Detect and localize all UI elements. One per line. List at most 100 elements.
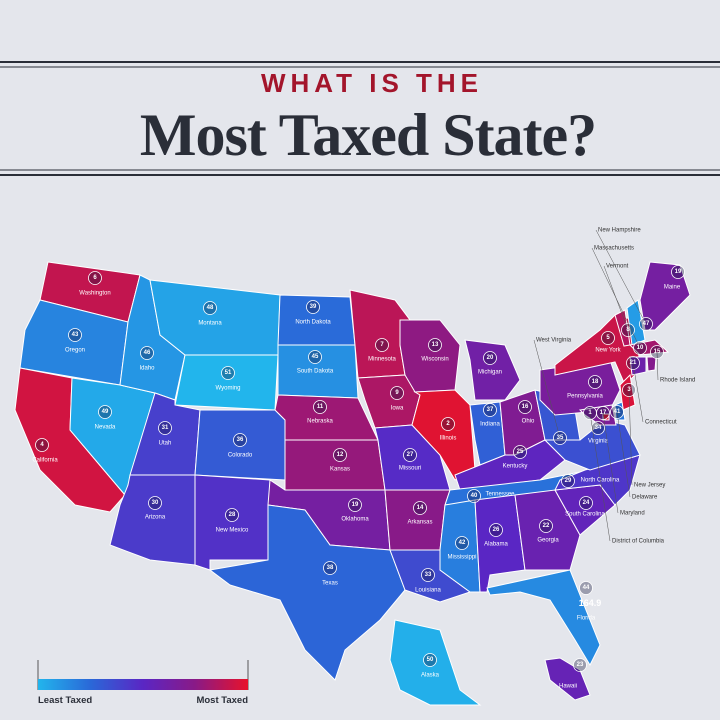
state-name: Maryland — [620, 511, 645, 517]
rank-badge — [650, 345, 664, 359]
rank-number: 21 — [630, 360, 637, 366]
rank-number: 12 — [337, 452, 344, 458]
rank-number: 13 — [432, 342, 439, 348]
rank-number: 50 — [427, 657, 434, 663]
state-name: Minnesota — [368, 357, 396, 363]
state-name: Utah — [159, 441, 172, 447]
rank-number: 2 — [446, 421, 450, 427]
rank-badge — [633, 341, 647, 355]
rank-number: 35 — [557, 435, 564, 441]
rank-number: 7 — [380, 342, 384, 348]
rank-number: 28 — [229, 512, 236, 518]
state-name: Tennessee — [485, 492, 515, 498]
leader-line — [589, 412, 611, 542]
rank-badge — [68, 328, 82, 342]
rank-number: 17 — [600, 410, 607, 416]
state-name: Wisconsin — [421, 357, 448, 363]
rank-badge — [489, 523, 503, 537]
state-shape — [544, 657, 591, 701]
state-shape — [639, 261, 691, 331]
rank-number: 8 — [626, 327, 630, 333]
state-name: Texas — [322, 581, 338, 587]
state-name: Virginia — [588, 439, 609, 445]
rank-number: 51 — [225, 370, 232, 376]
map: 6 Washington 43 Oregon 4 California 49 Nevada 46… — [14, 228, 695, 706]
kicker: WHAT IS THE — [261, 68, 483, 98]
leader-line — [628, 389, 633, 486]
state-name: Massachusetts — [594, 246, 634, 252]
state-name: New Jersey — [634, 483, 665, 489]
rank-badge — [610, 405, 624, 419]
state-name: Colorado — [228, 453, 253, 459]
rank-badge — [333, 448, 347, 462]
state-name: California — [32, 458, 58, 464]
rank-number: 47 — [643, 321, 650, 327]
rank-badge — [591, 421, 605, 435]
state-shape — [628, 339, 670, 356]
rank-badge — [518, 400, 532, 414]
rank-badge — [579, 496, 593, 510]
leader-line — [656, 351, 659, 381]
state-name: Florida — [577, 616, 596, 622]
rank-number: 40 — [471, 493, 478, 499]
state-name: South Carolina — [565, 512, 605, 518]
state-name: Connecticut — [645, 420, 677, 426]
rank-number: 25 — [517, 449, 524, 455]
leader-line — [602, 412, 619, 514]
rank-number: 33 — [425, 572, 432, 578]
rank-number: 9 — [395, 390, 399, 396]
state-name: Michigan — [478, 370, 502, 376]
state-name: Georgia — [537, 538, 559, 544]
rank-number: 24 — [583, 500, 590, 506]
state-name: Idaho — [139, 366, 155, 372]
state-name: Iowa — [391, 406, 404, 412]
rank-number: 18 — [592, 379, 599, 385]
rank-number: 10 — [637, 345, 644, 351]
rank-number: 14 — [417, 505, 424, 511]
rank-number: 31 — [162, 425, 169, 431]
state-name: Hawaii — [559, 684, 577, 690]
state-name: New Mexico — [216, 528, 249, 534]
state-name: Alaska — [421, 673, 440, 679]
state-name: Oregon — [65, 348, 85, 354]
state-name: Kansas — [330, 467, 350, 473]
rank-badge — [313, 400, 327, 414]
rank-number: 3 — [627, 387, 631, 393]
rank-badge — [98, 405, 112, 419]
rank-badge — [539, 519, 553, 533]
rank-badge — [483, 351, 497, 365]
state-shape — [514, 489, 581, 571]
rank-badge — [553, 431, 567, 445]
rank-number: 39 — [310, 304, 317, 310]
state-shape — [174, 354, 279, 411]
rank-number: 48 — [207, 305, 214, 311]
rank-badge — [140, 346, 154, 360]
leader-line — [533, 339, 561, 439]
rank-number: 36 — [237, 437, 244, 443]
rank-badge — [375, 338, 389, 352]
rank-number: 49 — [102, 409, 109, 415]
rank-number: 45 — [312, 354, 319, 360]
rank-badge — [148, 496, 162, 510]
rank-badge — [413, 501, 427, 515]
rank-number: 15 — [654, 349, 661, 355]
rank-badge — [421, 568, 435, 582]
rank-number: 38 — [327, 565, 334, 571]
rank-badge — [323, 561, 337, 575]
rank-badge — [233, 433, 247, 447]
state-name: Illinois — [440, 436, 457, 442]
state-name: District of Columbia — [612, 539, 665, 545]
state-name: Maine — [664, 285, 681, 291]
rank-badge — [203, 301, 217, 315]
leader-line — [591, 247, 641, 349]
state-name: Washington — [79, 291, 110, 297]
rank-number: 46 — [144, 350, 151, 356]
rank-badge — [588, 375, 602, 389]
rank-badge — [671, 265, 685, 279]
rank-number: 6 — [93, 275, 97, 281]
legend-high-label: Most Taxed — [196, 695, 248, 706]
state-name: New York — [595, 348, 621, 354]
state-name: Louisiana — [415, 588, 441, 594]
rank-number: 19 — [352, 502, 359, 508]
